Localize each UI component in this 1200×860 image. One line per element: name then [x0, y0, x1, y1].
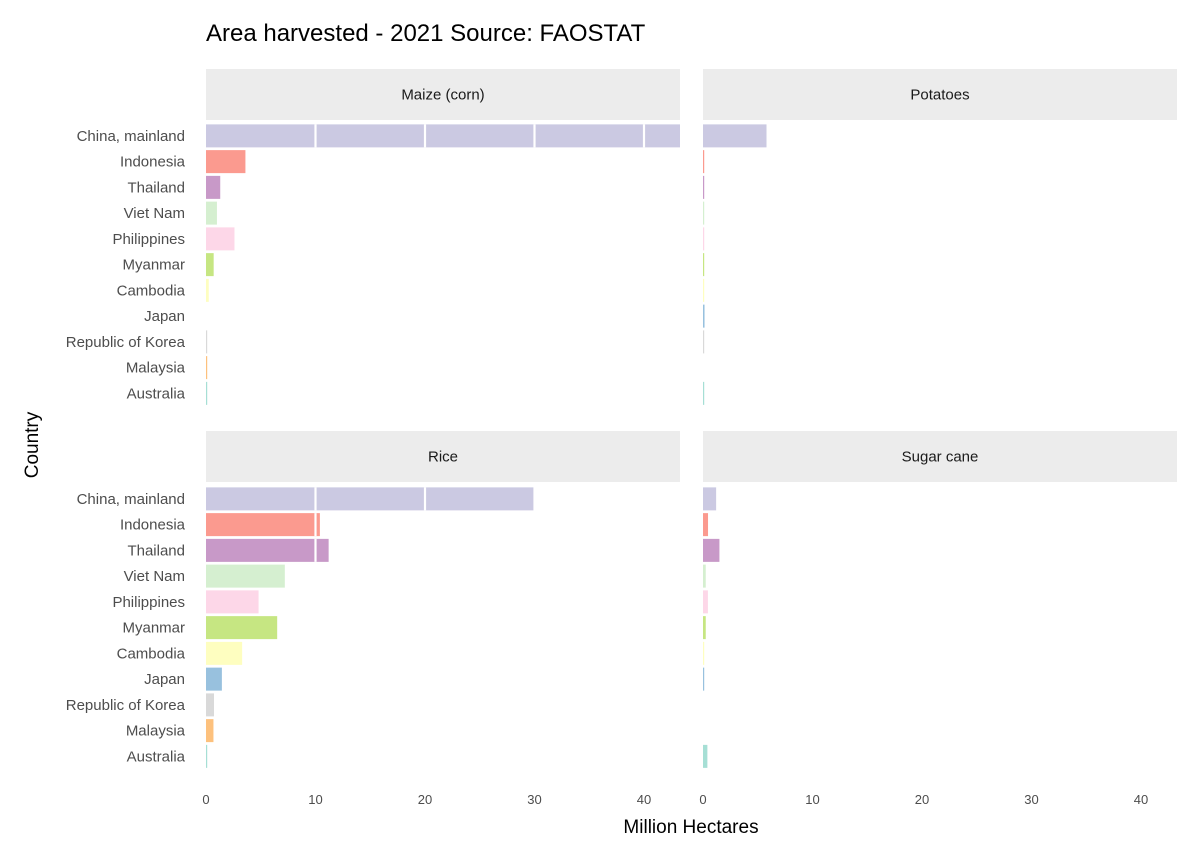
y-tick-label-philippines: Philippines — [112, 594, 185, 611]
bar-maize-corn-viet-nam — [206, 201, 217, 225]
panel-maize-corn: Maize (corn) — [206, 69, 680, 405]
y-tick-label-viet-nam: Viet Nam — [124, 205, 185, 222]
bar-maize-corn-philippines — [206, 227, 235, 251]
bar-potatoes-cambodia — [703, 278, 705, 302]
y-tick-label-republic-of-korea: Republic of Korea — [66, 334, 186, 351]
bar-sugar-cane-philippines — [703, 590, 708, 614]
bar-maize-corn-indonesia — [206, 150, 246, 174]
x-tick-label: 0 — [202, 792, 209, 807]
y-tick-label-japan: Japan — [144, 671, 185, 688]
x-tick-label: 40 — [637, 792, 651, 807]
bar-potatoes-republic-of-korea — [703, 330, 705, 354]
bar-sugar-cane-viet-nam — [703, 564, 706, 588]
y-tick-label-cambodia: Cambodia — [117, 645, 186, 662]
y-axis-title: Country — [22, 411, 43, 478]
bar-sugar-cane-indonesia — [703, 513, 709, 537]
panel-strip-label: Potatoes — [910, 87, 969, 104]
bar-rice-indonesia — [206, 513, 320, 537]
y-tick-label-myanmar: Myanmar — [122, 620, 185, 637]
bar-sugar-cane-cambodia — [703, 641, 705, 665]
y-tick-label-thailand: Thailand — [127, 542, 185, 559]
panel-strip — [703, 69, 1177, 120]
y-tick-label-republic-of-korea: Republic of Korea — [66, 697, 186, 714]
bar-rice-australia — [206, 744, 208, 768]
bar-rice-thailand — [206, 538, 329, 562]
bar-potatoes-china-mainland — [703, 124, 767, 148]
bar-rice-cambodia — [206, 641, 243, 665]
panel-strip — [206, 431, 680, 482]
bar-sugar-cane-thailand — [703, 538, 720, 562]
bar-sugar-cane-china-mainland — [703, 487, 717, 511]
panel-strip-label: Rice — [428, 449, 458, 466]
y-axis-categories: China, mainland Indonesia Thailand Viet Nam… — [66, 128, 186, 766]
bar-sugar-cane-japan — [703, 667, 705, 691]
bar-rice-republic-of-korea — [206, 693, 214, 717]
y-tick-label-malaysia: Malaysia — [126, 360, 186, 377]
y-tick-label-cambodia: Cambodia — [117, 282, 186, 299]
y-tick-label-indonesia: Indonesia — [120, 517, 186, 534]
panel-strip — [206, 69, 680, 120]
bar-maize-corn-australia — [206, 381, 208, 405]
bar-sugar-cane-australia — [703, 744, 708, 768]
bar-potatoes-philippines — [703, 227, 705, 251]
bar-rice-malaysia — [206, 719, 214, 743]
panel-rice: Rice — [206, 431, 680, 768]
bar-potatoes-thailand — [703, 175, 705, 199]
bar-rice-myanmar — [206, 616, 278, 640]
bar-maize-corn-myanmar — [206, 253, 214, 277]
y-tick-label-myanmar: Myanmar — [122, 257, 185, 274]
bar-potatoes-australia — [703, 381, 705, 405]
x-tick-label: 40 — [1134, 792, 1148, 807]
y-tick-label-malaysia: Malaysia — [126, 723, 186, 740]
bar-potatoes-japan — [703, 304, 705, 328]
panel-strip-label: Sugar cane — [902, 449, 979, 466]
x-tick-label: 20 — [418, 792, 432, 807]
y-tick-label-japan: Japan — [144, 308, 185, 325]
x-axis-ticks: 0 10 20 30 40 0 10 20 30 40 — [202, 792, 1148, 807]
bar-maize-corn-republic-of-korea — [206, 330, 208, 354]
x-tick-label: 0 — [699, 792, 706, 807]
x-tick-label: 30 — [527, 792, 541, 807]
bar-rice-japan — [206, 667, 222, 691]
bar-rice-china-mainland — [206, 487, 534, 511]
bar-rice-viet-nam — [206, 564, 285, 588]
bar-potatoes-viet-nam — [703, 201, 705, 225]
y-tick-label-china-mainland: China, mainland — [77, 128, 185, 145]
chart-panels: Maize (corn) Potatoes Rice Sugar cane — [206, 69, 1177, 768]
bar-sugar-cane-myanmar — [703, 616, 706, 640]
y-tick-label-australia: Australia — [127, 748, 186, 765]
panel-sugar-cane: Sugar cane — [703, 431, 1177, 768]
y-tick-label-australia: Australia — [127, 385, 186, 402]
bar-maize-corn-malaysia — [206, 356, 208, 380]
y-tick-label-indonesia: Indonesia — [120, 154, 186, 171]
bar-potatoes-indonesia — [703, 150, 705, 174]
chart-title: Area harvested - 2021 Source: FAOSTAT — [206, 20, 646, 47]
y-tick-label-viet-nam: Viet Nam — [124, 568, 185, 585]
bar-maize-corn-thailand — [206, 175, 221, 199]
panel-strip — [703, 431, 1177, 482]
panel-strip-label: Maize (corn) — [401, 87, 484, 104]
panel-potatoes: Potatoes — [703, 69, 1177, 405]
x-tick-label: 30 — [1024, 792, 1038, 807]
x-tick-label: 20 — [915, 792, 929, 807]
x-tick-label: 10 — [308, 792, 322, 807]
y-tick-label-philippines: Philippines — [112, 231, 185, 248]
bar-potatoes-myanmar — [703, 253, 705, 277]
bar-rice-philippines — [206, 590, 259, 614]
bar-maize-corn-china-mainland — [206, 124, 680, 148]
x-axis-title: Million Hectares — [623, 817, 758, 838]
y-tick-label-thailand: Thailand — [127, 179, 185, 196]
y-tick-label-china-mainland: China, mainland — [77, 491, 185, 508]
bar-maize-corn-cambodia — [206, 278, 209, 302]
x-tick-label: 10 — [805, 792, 819, 807]
